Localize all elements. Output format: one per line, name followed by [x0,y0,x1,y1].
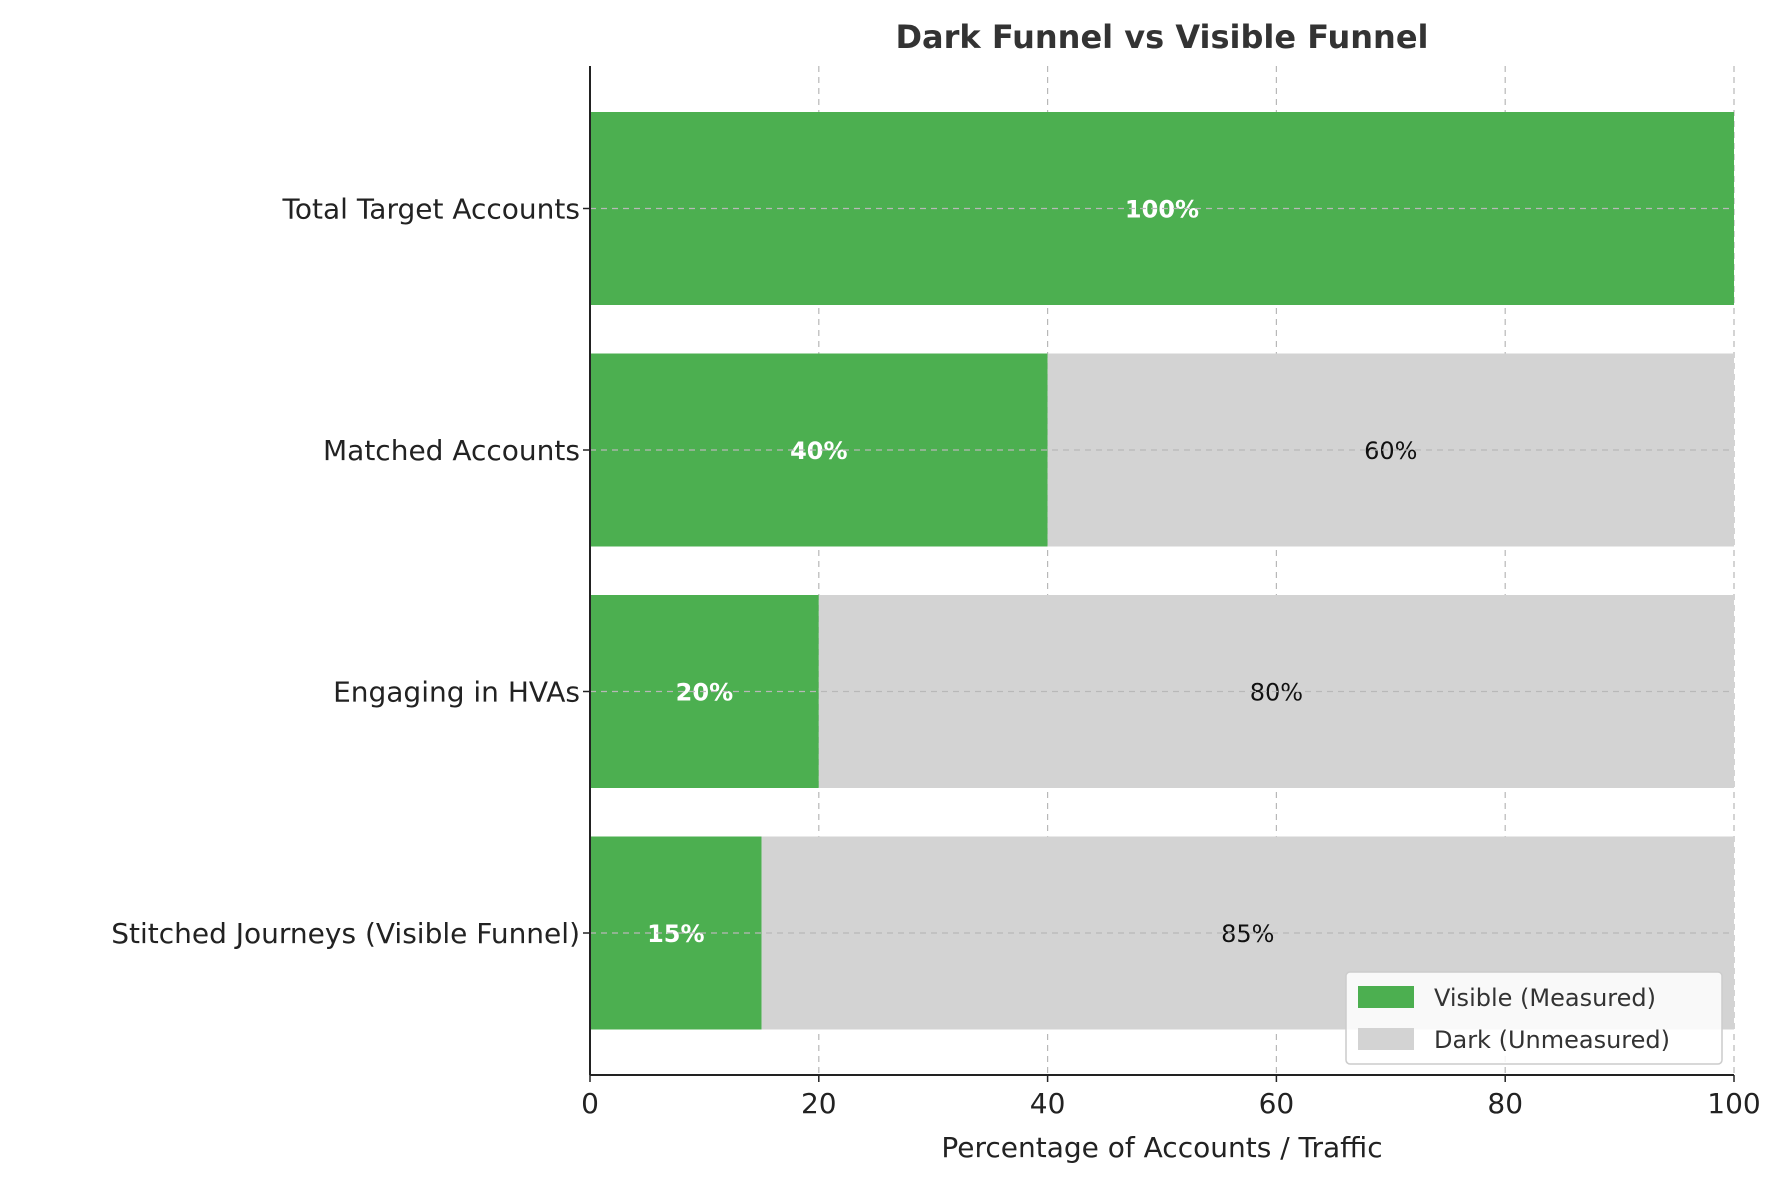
x-tick-label: 0 [581,1087,599,1120]
x-tick-label: 40 [1030,1087,1066,1120]
category-labels: Total Target Accounts Matched Accounts Eng… [111,193,580,951]
data-label-visible-0: 100% [1125,196,1199,224]
category-label-1: Matched Accounts [323,434,580,467]
legend-swatch-1 [1358,1028,1414,1050]
category-label-3: Stitched Journeys (Visible Funnel) [111,917,580,950]
data-label-dark-2: 80% [1250,679,1303,707]
x-tick-label: 20 [801,1087,837,1120]
data-label-visible-3: 15% [647,920,704,948]
legend-label-1: Dark (Unmeasured) [1434,1026,1670,1054]
category-label-0: Total Target Accounts [282,193,580,226]
x-tick-label: 80 [1487,1087,1523,1120]
x-tick-label: 100 [1707,1087,1760,1120]
data-label-visible-2: 20% [676,679,733,707]
x-tick-labels: 0 20 40 60 80 100 [581,1087,1761,1120]
data-label-dark-1: 60% [1364,437,1417,465]
legend-swatch-0 [1358,986,1414,1008]
data-label-visible-1: 40% [790,437,847,465]
x-axis-label: Percentage of Accounts / Traffic [941,1131,1382,1164]
legend-label-0: Visible (Measured) [1434,984,1656,1012]
chart-title: Dark Funnel vs Visible Funnel [895,18,1428,56]
axes [583,66,1735,1082]
data-labels: 100% 40% 60% 20% 80% 15% 85% [590,196,1734,948]
bars [590,112,1734,1030]
legend: Visible (Measured) Dark (Unmeasured) [1345,971,1723,1065]
category-label-2: Engaging in HVAs [333,676,580,709]
x-tick-label: 60 [1259,1087,1295,1120]
legend-box [1345,971,1723,1065]
bar-visible-1 [590,353,1048,547]
data-label-dark-3: 85% [1221,920,1274,948]
